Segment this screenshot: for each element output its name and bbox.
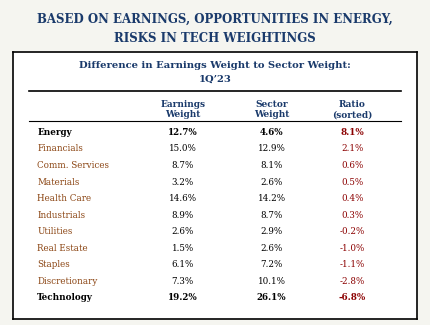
Text: 1Q’23: 1Q’23 bbox=[199, 75, 231, 84]
Text: 8.7%: 8.7% bbox=[261, 211, 283, 220]
Text: 8.1%: 8.1% bbox=[261, 161, 283, 170]
Text: Financials: Financials bbox=[37, 145, 83, 153]
Text: 2.9%: 2.9% bbox=[261, 227, 283, 236]
Text: 0.3%: 0.3% bbox=[341, 211, 363, 220]
Text: 2.6%: 2.6% bbox=[261, 244, 283, 253]
Text: 1.5%: 1.5% bbox=[172, 244, 194, 253]
Text: -1.0%: -1.0% bbox=[340, 244, 365, 253]
Text: Technology: Technology bbox=[37, 293, 93, 302]
Text: 8.9%: 8.9% bbox=[172, 211, 194, 220]
Text: 7.2%: 7.2% bbox=[261, 260, 283, 269]
Text: Utilities: Utilities bbox=[37, 227, 73, 236]
Text: 3.2%: 3.2% bbox=[172, 177, 194, 187]
Text: 7.3%: 7.3% bbox=[172, 277, 194, 286]
Text: -6.8%: -6.8% bbox=[339, 293, 366, 302]
Text: 14.6%: 14.6% bbox=[169, 194, 197, 203]
Text: 12.7%: 12.7% bbox=[168, 128, 197, 137]
Text: Discretionary: Discretionary bbox=[37, 277, 98, 286]
Text: 2.6%: 2.6% bbox=[172, 227, 194, 236]
Text: Industrials: Industrials bbox=[37, 211, 85, 220]
Text: Ratio
(sorted): Ratio (sorted) bbox=[332, 100, 373, 119]
Text: 6.1%: 6.1% bbox=[172, 260, 194, 269]
Text: 2.1%: 2.1% bbox=[341, 145, 364, 153]
Text: 0.6%: 0.6% bbox=[341, 161, 364, 170]
Text: 8.1%: 8.1% bbox=[341, 128, 364, 137]
Text: 19.2%: 19.2% bbox=[168, 293, 197, 302]
Text: Health Care: Health Care bbox=[37, 194, 91, 203]
Text: 15.0%: 15.0% bbox=[169, 145, 197, 153]
Text: Energy: Energy bbox=[37, 128, 72, 137]
Text: 10.1%: 10.1% bbox=[258, 277, 286, 286]
Text: 0.5%: 0.5% bbox=[341, 177, 363, 187]
Text: Difference in Earnings Weight to Sector Weight:: Difference in Earnings Weight to Sector … bbox=[79, 61, 351, 70]
Text: 8.7%: 8.7% bbox=[172, 161, 194, 170]
Text: 4.6%: 4.6% bbox=[260, 128, 283, 137]
Text: Comm. Services: Comm. Services bbox=[37, 161, 109, 170]
Text: 12.9%: 12.9% bbox=[258, 145, 286, 153]
Text: 0.4%: 0.4% bbox=[341, 194, 364, 203]
Text: BASED ON EARNINGS, OPPORTUNITIES IN ENERGY,: BASED ON EARNINGS, OPPORTUNITIES IN ENER… bbox=[37, 13, 393, 26]
Text: Real Estate: Real Estate bbox=[37, 244, 88, 253]
Text: Earnings
Weight: Earnings Weight bbox=[160, 100, 205, 119]
Text: -2.8%: -2.8% bbox=[340, 277, 365, 286]
Text: Sector
Weight: Sector Weight bbox=[254, 100, 289, 119]
Text: Staples: Staples bbox=[37, 260, 70, 269]
Text: -1.1%: -1.1% bbox=[340, 260, 365, 269]
Text: -0.2%: -0.2% bbox=[340, 227, 365, 236]
Text: 26.1%: 26.1% bbox=[257, 293, 286, 302]
Text: Materials: Materials bbox=[37, 177, 80, 187]
Text: 2.6%: 2.6% bbox=[261, 177, 283, 187]
Text: 14.2%: 14.2% bbox=[258, 194, 286, 203]
Text: RISKS IN TECH WEIGHTINGS: RISKS IN TECH WEIGHTINGS bbox=[114, 32, 316, 46]
